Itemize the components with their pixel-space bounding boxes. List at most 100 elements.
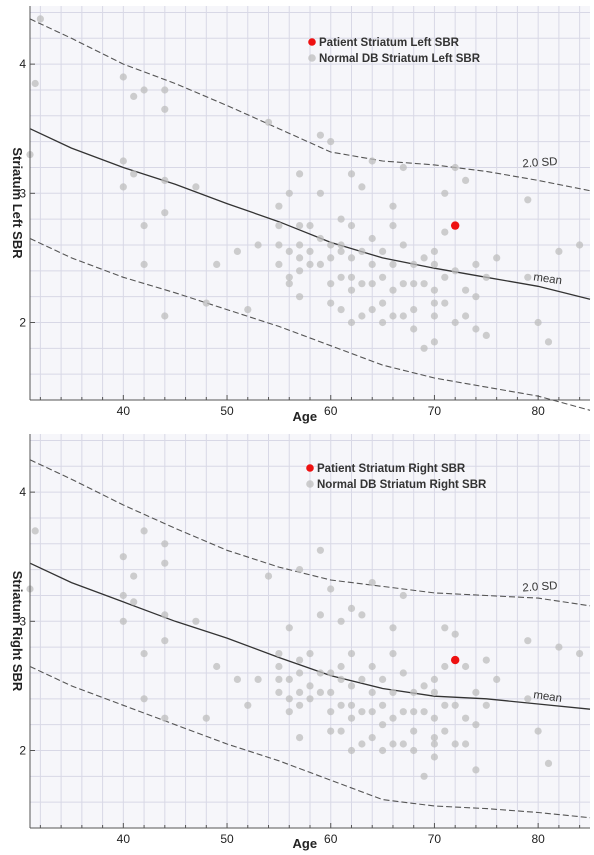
normal-point xyxy=(462,286,470,294)
mean-line-label: mean xyxy=(533,271,563,287)
upper-sd-line xyxy=(29,459,591,607)
normal-point xyxy=(285,273,293,281)
normal-point xyxy=(451,318,459,327)
normal-point xyxy=(140,222,148,230)
normal-point xyxy=(399,740,407,748)
normal-point xyxy=(451,701,459,709)
x-axis-label: Age xyxy=(293,409,318,424)
normal-point xyxy=(368,260,376,268)
normal-point xyxy=(368,306,376,314)
normal-point xyxy=(337,247,345,255)
x-tick-label: 70 xyxy=(428,404,442,418)
normal-point xyxy=(140,527,148,535)
normal-point xyxy=(410,688,418,696)
normal-point xyxy=(327,299,335,307)
normal-point xyxy=(285,247,293,255)
normal-point xyxy=(524,196,532,204)
normal-point xyxy=(524,637,532,645)
normal-point xyxy=(161,559,169,567)
left-sbr-chart: 2.0 SD mean 40 50 60 70 80 2 3 4 Age Striatum Left … xyxy=(10,6,591,424)
normal-point xyxy=(233,675,241,683)
legend: Patient Striatum Right SBR Normal DB Stri… xyxy=(306,463,487,491)
normal-point xyxy=(347,222,356,230)
normal-point xyxy=(119,553,127,561)
normal-point xyxy=(347,604,356,612)
normal-point xyxy=(441,189,449,197)
normal-point xyxy=(420,772,428,780)
normal-point xyxy=(316,688,324,696)
patient-point xyxy=(450,655,460,665)
normal-point xyxy=(441,701,449,709)
normal-point xyxy=(410,280,418,288)
normal-point xyxy=(410,727,418,735)
normal-point xyxy=(379,701,387,709)
normal-point xyxy=(275,241,283,249)
normal-point xyxy=(389,222,397,230)
normal-point xyxy=(358,183,366,191)
normal-point xyxy=(462,312,470,320)
normal-point xyxy=(347,273,356,281)
normal-point xyxy=(327,254,335,262)
normal-point xyxy=(161,714,169,722)
y-tick-label: 2 xyxy=(19,315,26,329)
normal-point xyxy=(420,682,428,690)
normal-point xyxy=(337,662,345,671)
normal-point xyxy=(296,656,304,664)
legend-patient-marker xyxy=(308,38,316,46)
normal-point xyxy=(555,643,563,651)
normal-point xyxy=(462,740,470,748)
normal-point xyxy=(275,202,283,210)
legend-normal-marker xyxy=(308,54,316,62)
normal-point xyxy=(389,688,397,696)
normal-point xyxy=(524,273,532,281)
legend: Patient Striatum Left SBR Normal DB Stria… xyxy=(308,37,481,65)
normal-point xyxy=(119,183,127,191)
normal-point xyxy=(534,318,542,327)
normal-point xyxy=(451,630,459,638)
normal-point xyxy=(119,157,127,165)
normal-point xyxy=(161,611,169,619)
y-tick-label: 3 xyxy=(19,614,26,628)
normal-point xyxy=(347,714,356,722)
normal-point xyxy=(576,650,584,658)
y-tick-label: 4 xyxy=(19,485,26,499)
normal-point xyxy=(244,701,252,709)
normal-point xyxy=(399,241,407,249)
normal-point xyxy=(482,701,490,709)
normal-point xyxy=(119,73,127,81)
normal-point xyxy=(306,682,314,690)
mean-line xyxy=(29,562,591,710)
normal-point xyxy=(399,280,407,288)
normal-point xyxy=(368,579,376,587)
normal-point xyxy=(316,669,324,677)
normal-point xyxy=(389,260,397,268)
normal-point xyxy=(451,740,459,748)
normal-point xyxy=(430,338,438,346)
normal-point xyxy=(472,721,480,729)
normal-point xyxy=(482,331,490,339)
normal-point xyxy=(337,617,345,625)
normal-point xyxy=(275,662,283,671)
normal-point xyxy=(347,318,356,327)
normal-point xyxy=(296,734,304,742)
mean-line-label: mean xyxy=(533,689,563,705)
normal-point xyxy=(368,157,376,165)
normal-point xyxy=(347,170,356,178)
normal-point xyxy=(451,267,459,275)
normal-point xyxy=(306,260,314,268)
normal-point xyxy=(358,708,366,716)
normal-point xyxy=(306,695,314,703)
normal-point xyxy=(420,344,428,352)
legend-normal-label: Normal DB Striatum Left SBR xyxy=(319,53,481,65)
normal-point xyxy=(576,241,584,249)
normal-point xyxy=(347,650,356,658)
normal-point xyxy=(430,286,438,294)
normal-point xyxy=(534,727,542,735)
normal-point xyxy=(399,669,407,677)
legend-patient-label: Patient Striatum Right SBR xyxy=(317,463,466,475)
normal-point xyxy=(410,325,418,333)
normal-point xyxy=(161,540,169,548)
normal-point xyxy=(430,740,438,748)
sd-line-label: 2.0 SD xyxy=(522,580,558,594)
y-axis-label: Striatum Left SBR xyxy=(10,147,25,259)
